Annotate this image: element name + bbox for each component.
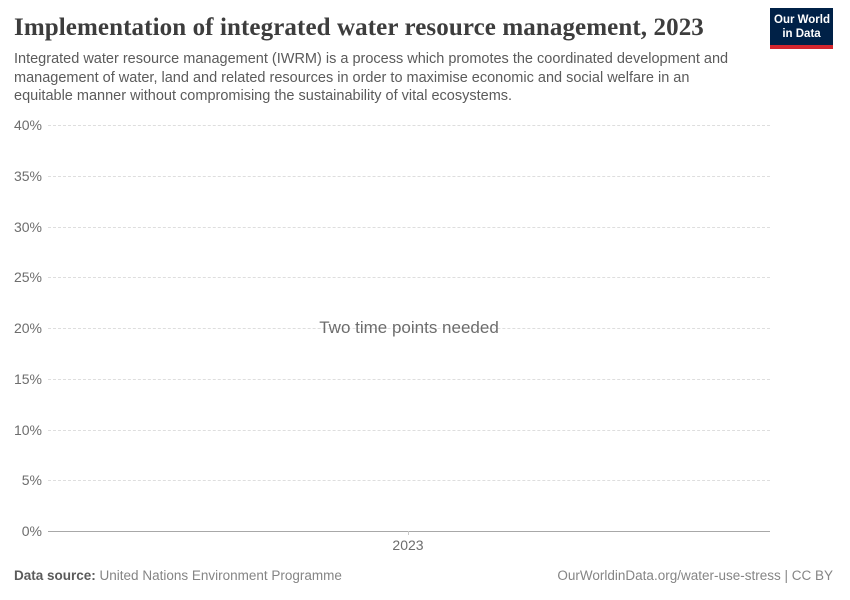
y-axis-tick-label: 35%: [13, 168, 42, 184]
owid-logo[interactable]: Our World in Data: [770, 8, 833, 49]
data-source-label: Data source:: [14, 568, 96, 583]
y-gridline: [48, 125, 770, 126]
y-axis-tick-label: 10%: [13, 422, 42, 438]
chart-title: Implementation of integrated water resou…: [14, 14, 704, 41]
chart-subtitle: Integrated water resource management (IW…: [14, 51, 729, 105]
y-gridline: [48, 176, 770, 177]
x-axis-line: [48, 531, 770, 532]
y-axis-tick-label: 25%: [13, 269, 42, 285]
owid-url-license-link[interactable]: OurWorldinData.org/water-use-stress | CC…: [557, 568, 833, 583]
y-axis-tick-label: 5%: [21, 472, 42, 488]
y-axis-tick-label: 15%: [13, 371, 42, 387]
y-axis-tick-label: 40%: [13, 117, 42, 133]
y-gridline: [48, 277, 770, 278]
y-gridline: [48, 227, 770, 228]
x-axis-tick: [408, 531, 409, 535]
y-gridline: [48, 430, 770, 431]
empty-chart-message: Two time points needed: [319, 318, 499, 337]
owid-logo-line2: in Data: [782, 28, 821, 40]
x-axis-tick-label: 2023: [392, 537, 424, 553]
data-source: Data source: United Nations Environment …: [14, 568, 342, 583]
chart-footer: Data source: United Nations Environment …: [14, 568, 833, 583]
plot-area[interactable]: 40% 35% 30% 25% 20% 15% 10% 5% 0% Two time point…: [0, 118, 850, 553]
y-gridline: [48, 480, 770, 481]
y-gridline: [48, 328, 770, 329]
data-source-value: United Nations Environment Programme: [99, 568, 342, 583]
y-axis-tick-label: 20%: [13, 320, 42, 336]
y-axis-tick-label: 0%: [21, 523, 42, 539]
y-gridline: [48, 379, 770, 380]
owid-logo-line1: Our World: [774, 14, 831, 26]
y-axis-tick-label: 30%: [13, 219, 42, 235]
